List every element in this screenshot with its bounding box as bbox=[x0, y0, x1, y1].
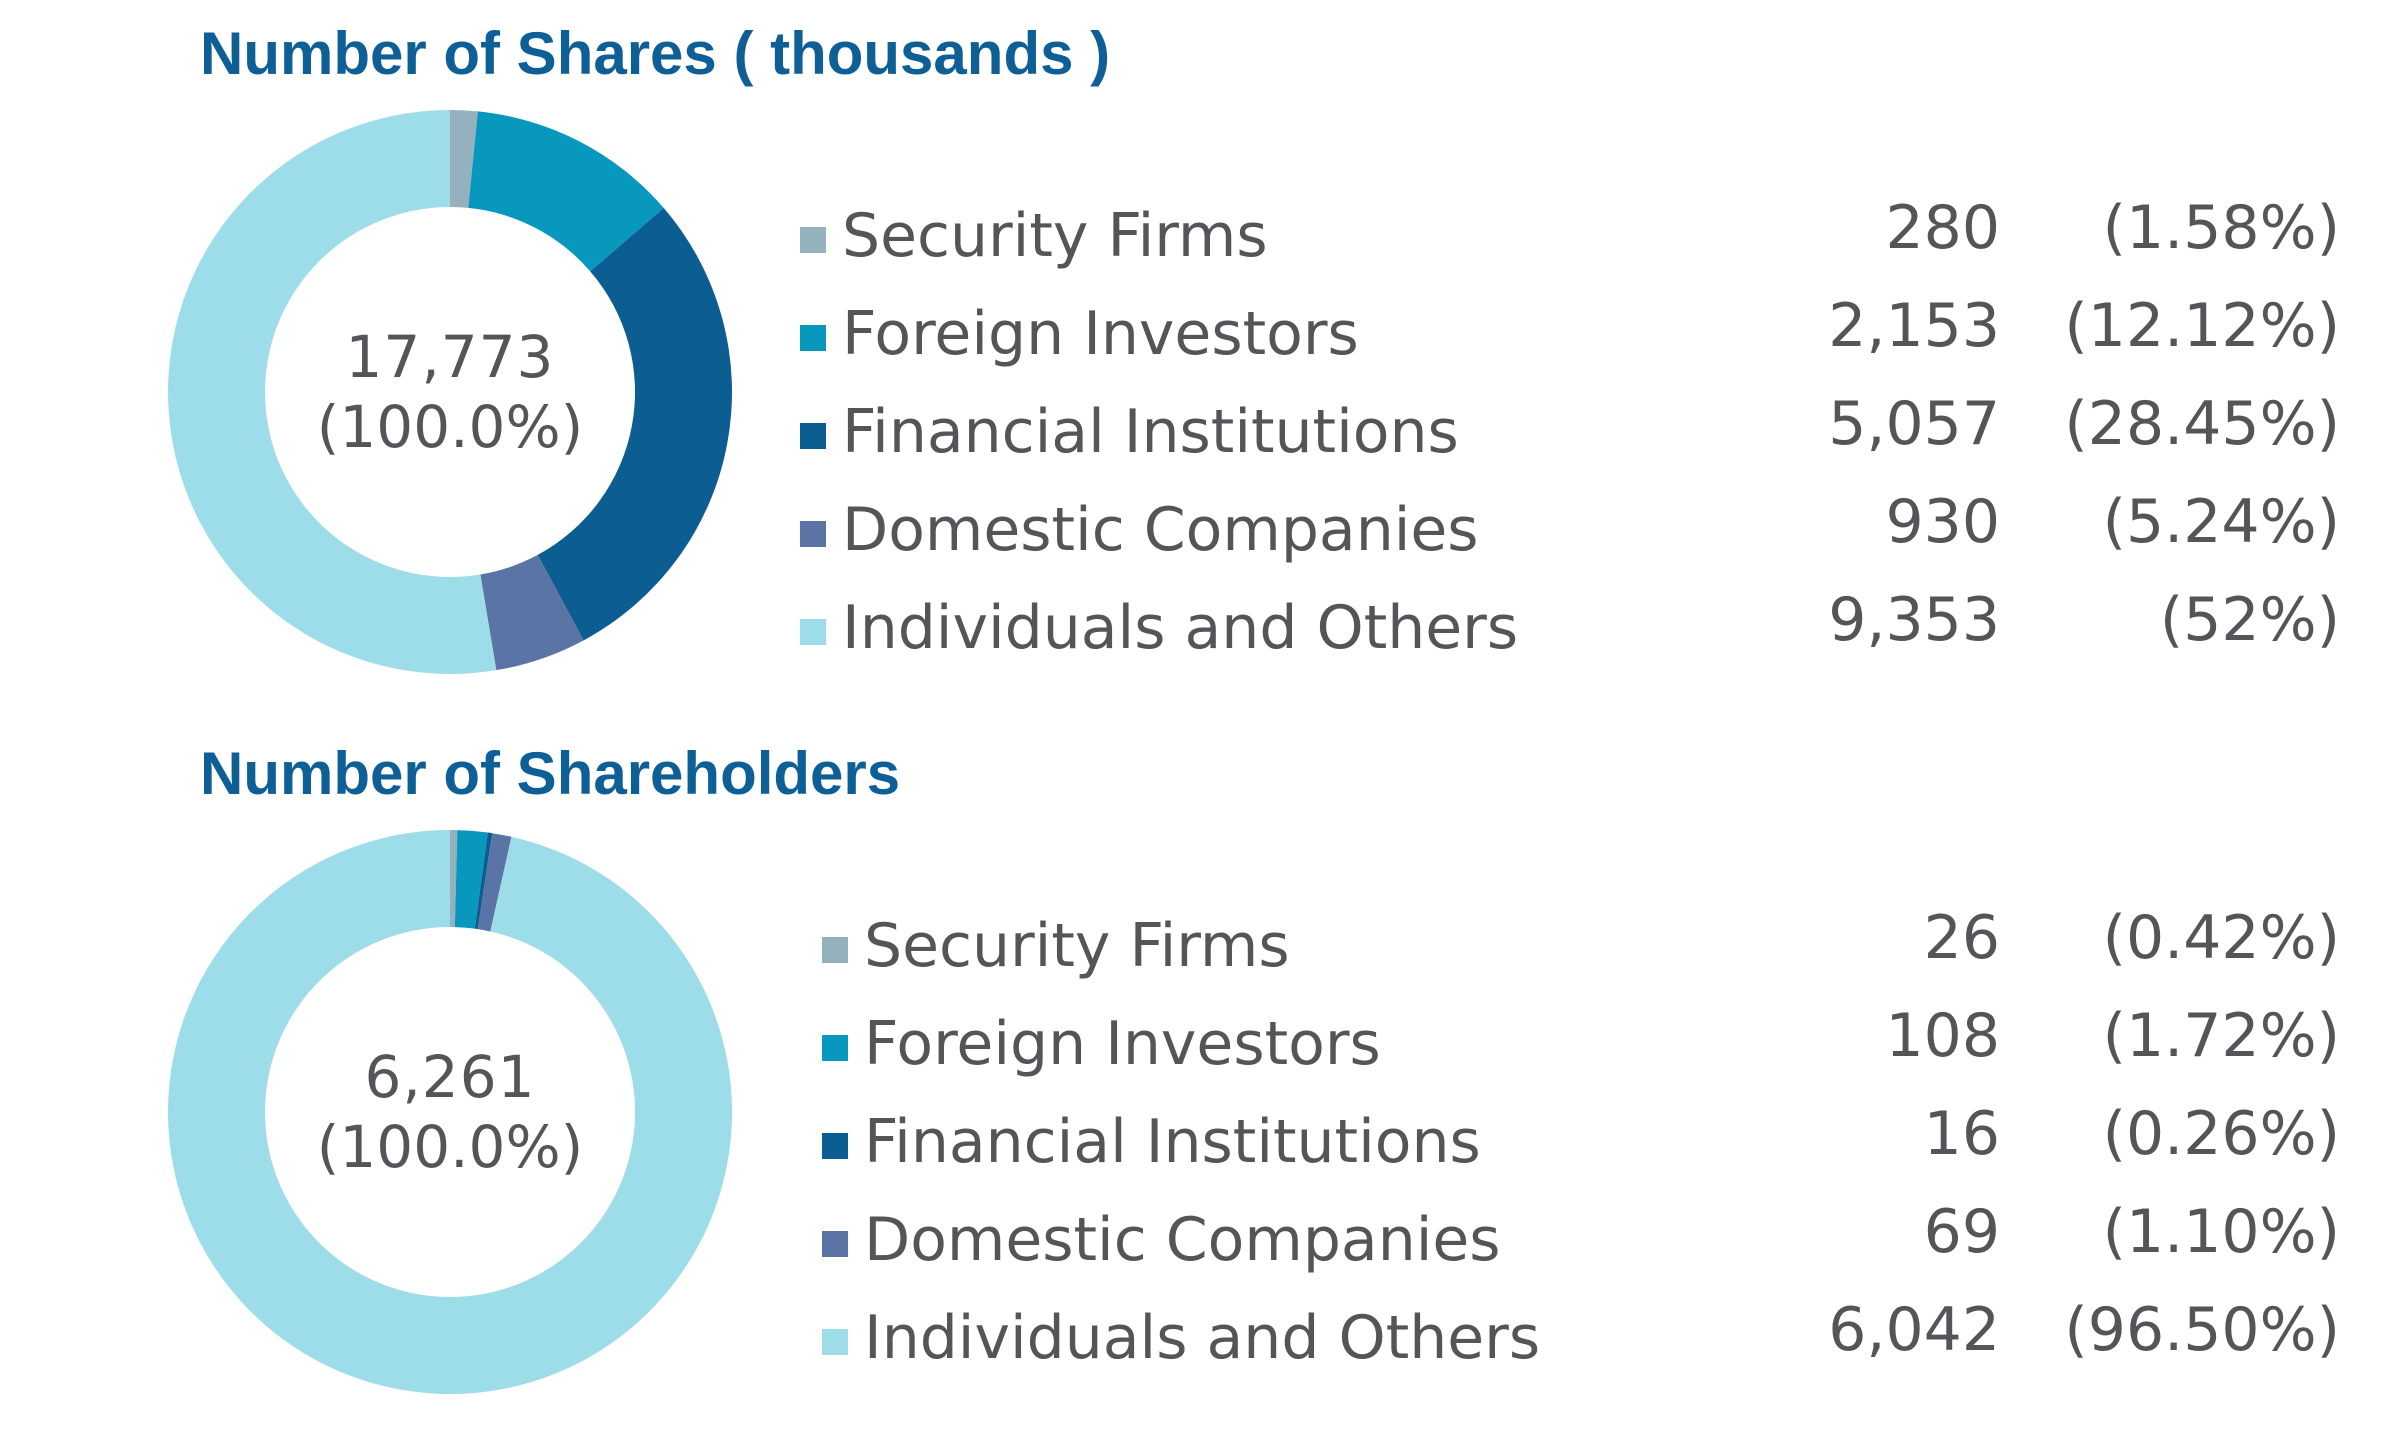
legend-category: Financial Institutions bbox=[842, 397, 1459, 467]
legend-row: Domestic Companies 69 (1.10%) bbox=[822, 1194, 2340, 1292]
legend-percent: (52%) bbox=[2159, 585, 2340, 655]
center-percent: (100.0%) bbox=[316, 393, 584, 461]
legend-swatch bbox=[822, 1231, 848, 1257]
donut-svg bbox=[167, 110, 732, 675]
legend-category: Foreign Investors bbox=[842, 299, 1359, 369]
legend: Security Firms 280 (1.58%) Foreign Inves… bbox=[800, 190, 2340, 680]
donut-slice-foreign-investors bbox=[468, 111, 664, 272]
legend-value: 280 bbox=[1885, 193, 2000, 263]
donut-slice-financial-institutions bbox=[474, 832, 493, 930]
legend-percent: (1.10%) bbox=[2102, 1197, 2340, 1267]
legend-row: Foreign Investors 108 (1.72%) bbox=[822, 998, 2340, 1096]
legend-value: 2,153 bbox=[1828, 291, 2000, 361]
legend-row: Security Firms 280 (1.58%) bbox=[800, 190, 2340, 288]
legend-percent: (96.50%) bbox=[2064, 1295, 2340, 1365]
legend-value: 69 bbox=[1923, 1197, 2000, 1267]
donut-svg bbox=[167, 830, 732, 1394]
legend-category: Individuals and Others bbox=[842, 593, 1519, 663]
legend-category: Financial Institutions bbox=[864, 1107, 1481, 1177]
legend-category: Foreign Investors bbox=[864, 1009, 1381, 1079]
legend-swatch bbox=[822, 1329, 848, 1355]
donut-slice-individuals-and-others bbox=[167, 110, 497, 675]
donut-chart: 6,261 (100.0%) bbox=[166, 828, 734, 1396]
legend-category: Domestic Companies bbox=[842, 495, 1479, 565]
legend-value: 6,042 bbox=[1828, 1295, 2000, 1365]
legend-row: Security Firms 26 (0.42%) bbox=[822, 900, 2340, 998]
legend-value: 9,353 bbox=[1828, 585, 2000, 655]
legend-value: 16 bbox=[1923, 1099, 2000, 1169]
legend-percent: (0.42%) bbox=[2102, 903, 2340, 973]
legend-row: Individuals and Others 6,042 (96.50%) bbox=[822, 1292, 2340, 1390]
chart-title: Number of Shares ( thousands ) bbox=[200, 20, 1111, 87]
donut-slice-individuals-and-others bbox=[167, 830, 732, 1394]
center-total: 17,773 bbox=[345, 323, 555, 391]
donut-slice-security-firms bbox=[450, 830, 458, 928]
donut-slice-financial-institutions bbox=[537, 208, 732, 641]
legend-swatch bbox=[800, 325, 826, 351]
shareholders-chart-section: Number of Shareholders 6,261 (100.0%) Se… bbox=[0, 720, 2399, 1440]
legend-value: 930 bbox=[1885, 487, 2000, 557]
legend-row: Financial Institutions 5,057 (28.45%) bbox=[800, 386, 2340, 484]
legend-percent: (0.26%) bbox=[2102, 1099, 2340, 1169]
donut-chart: 17,773 (100.0%) bbox=[166, 108, 734, 676]
donut-slice-foreign-investors bbox=[454, 830, 488, 929]
donut-slice-domestic-companies bbox=[480, 554, 584, 671]
legend-swatch bbox=[800, 619, 826, 645]
center-percent: (100.0%) bbox=[316, 1113, 584, 1181]
chart-title: Number of Shareholders bbox=[200, 740, 901, 807]
legend-category: Individuals and Others bbox=[864, 1303, 1541, 1373]
legend-category: Security Firms bbox=[864, 911, 1290, 981]
legend-percent: (1.72%) bbox=[2102, 1001, 2340, 1071]
legend-row: Foreign Investors 2,153 (12.12%) bbox=[800, 288, 2340, 386]
legend-percent: (28.45%) bbox=[2064, 389, 2340, 459]
legend-swatch bbox=[822, 1133, 848, 1159]
legend-swatch bbox=[800, 227, 826, 253]
legend-swatch bbox=[822, 937, 848, 963]
donut-slice-security-firms bbox=[450, 110, 478, 208]
legend-swatch bbox=[800, 521, 826, 547]
center-total: 6,261 bbox=[364, 1043, 536, 1111]
legend-row: Domestic Companies 930 (5.24%) bbox=[800, 484, 2340, 582]
legend-percent: (1.58%) bbox=[2102, 193, 2340, 263]
legend-percent: (12.12%) bbox=[2064, 291, 2340, 361]
legend-row: Financial Institutions 16 (0.26%) bbox=[822, 1096, 2340, 1194]
legend-value: 5,057 bbox=[1828, 389, 2000, 459]
shares-chart-section: Number of Shares ( thousands ) 17,773 (1… bbox=[0, 0, 2399, 720]
legend-row: Individuals and Others 9,353 (52%) bbox=[800, 582, 2340, 680]
legend-category: Domestic Companies bbox=[864, 1205, 1501, 1275]
legend-value: 108 bbox=[1885, 1001, 2000, 1071]
legend: Security Firms 26 (0.42%) Foreign Invest… bbox=[822, 900, 2340, 1390]
legend-swatch bbox=[800, 423, 826, 449]
donut-center: 6,261 (100.0%) bbox=[166, 828, 734, 1396]
donut-center: 17,773 (100.0%) bbox=[166, 108, 734, 676]
legend-percent: (5.24%) bbox=[2102, 487, 2340, 557]
donut-slice-domestic-companies bbox=[477, 833, 512, 932]
legend-category: Security Firms bbox=[842, 201, 1268, 271]
legend-swatch bbox=[822, 1035, 848, 1061]
legend-value: 26 bbox=[1923, 903, 2000, 973]
